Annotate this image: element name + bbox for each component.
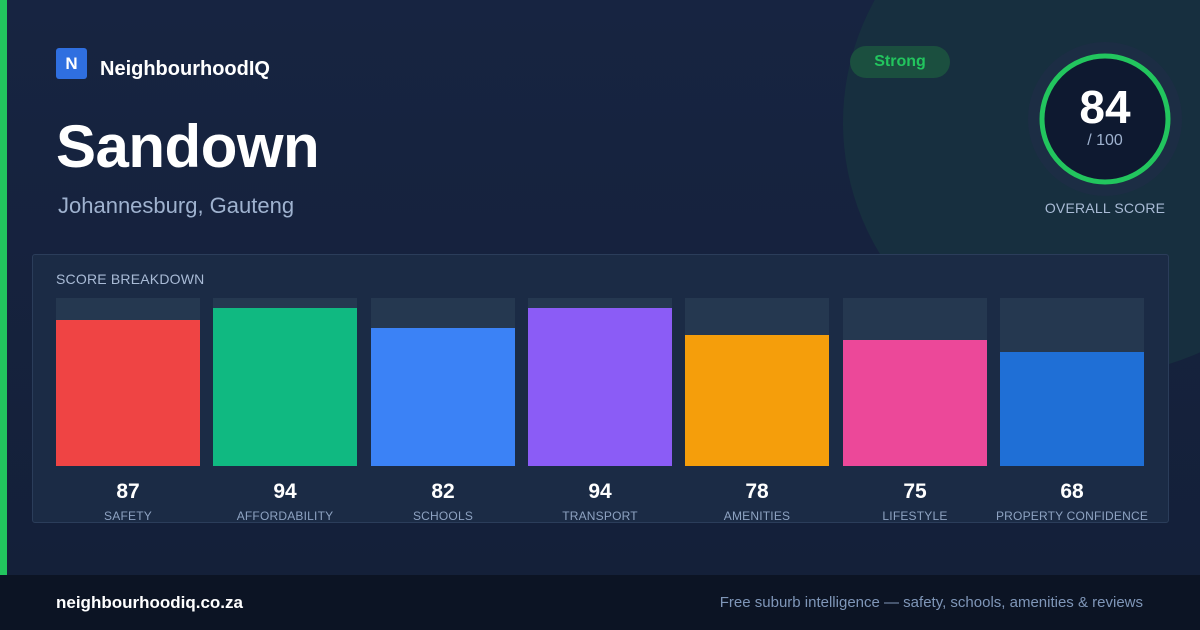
score-breakdown-chart: 87 SAFETY 94 AFFORDABILITY 82 SCHOOLS 94 TRANSP… bbox=[56, 298, 1149, 523]
bar-label: SAFETY bbox=[104, 509, 152, 523]
overall-score-caption: OVERALL SCORE bbox=[1044, 200, 1166, 216]
bar-transport bbox=[528, 308, 672, 466]
brand-logo-icon: N bbox=[56, 48, 87, 79]
suburb-location: Johannesburg, Gauteng bbox=[58, 193, 295, 218]
bar-value: 94 bbox=[588, 480, 612, 503]
footer-tagline: Free suburb intelligence — safety, schoo… bbox=[719, 594, 1143, 611]
footer bbox=[0, 575, 1200, 630]
bar-affordability bbox=[213, 308, 357, 466]
bar-schools bbox=[371, 328, 515, 466]
status-badge: Strong bbox=[850, 46, 950, 78]
bar-amenities bbox=[685, 335, 829, 466]
brand-name: NeighbourhoodIQ bbox=[100, 58, 270, 80]
overall-score-value: 84 bbox=[1079, 81, 1131, 133]
bar-lifestyle bbox=[843, 340, 987, 466]
bar-label: SCHOOLS bbox=[412, 509, 474, 523]
suburb-title: Sandown bbox=[56, 113, 320, 180]
bar-safety bbox=[56, 320, 200, 466]
bar-label: AMENITIES bbox=[723, 509, 791, 523]
bar-label: AFFORDABILITY bbox=[236, 509, 334, 523]
footer-url: neighbourhoodiq.co.za bbox=[56, 593, 243, 612]
bar-label: LIFESTYLE bbox=[882, 509, 948, 523]
bar-label: TRANSPORT bbox=[562, 509, 638, 523]
bar-value: 82 bbox=[431, 480, 455, 503]
score-ring-progress bbox=[1039, 53, 1171, 185]
bar-value: 78 bbox=[745, 480, 769, 503]
bar-value: 94 bbox=[273, 480, 297, 503]
bar-property-confidence bbox=[1000, 352, 1144, 466]
brand: N NeighbourhoodIQ bbox=[56, 46, 270, 81]
bar-value: 75 bbox=[903, 480, 927, 503]
score-breakdown-title: SCORE BREAKDOWN bbox=[56, 271, 205, 287]
bar-value: 68 bbox=[1060, 480, 1084, 503]
overall-score-ring bbox=[1028, 42, 1182, 196]
overall-score-max: / 100 bbox=[1087, 132, 1123, 149]
bar-value: 87 bbox=[116, 480, 140, 503]
bar-label: PROPERTY CONFIDENCE bbox=[995, 509, 1149, 523]
accent-bar bbox=[0, 0, 7, 575]
